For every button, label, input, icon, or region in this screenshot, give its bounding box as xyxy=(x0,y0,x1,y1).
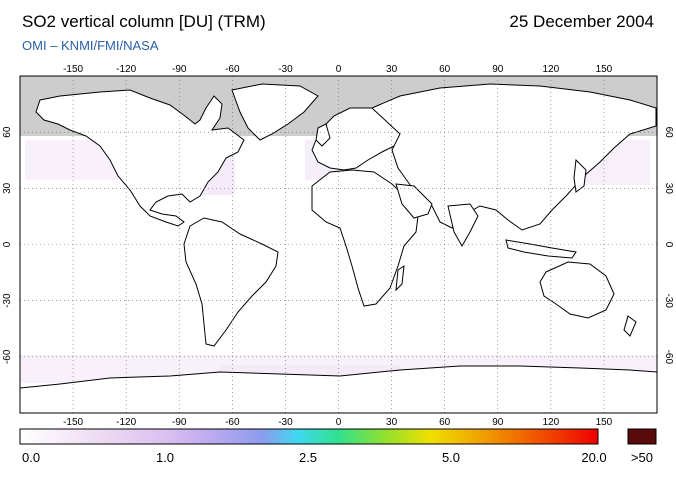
new-zealand xyxy=(623,315,637,337)
graticule xyxy=(20,76,657,413)
lon-tick-label-bottom: 90 xyxy=(492,417,504,428)
lat-tick-label-left: -60 xyxy=(2,349,13,364)
colorbar-overflow-swatch xyxy=(627,428,657,445)
lon-tick-label-bottom: -120 xyxy=(116,417,136,428)
lat-tick-label-right: 0 xyxy=(663,242,674,248)
lon-tick-label-top: -30 xyxy=(278,64,293,75)
lon-tick-label-bottom: 0 xyxy=(336,417,342,428)
latitude-labels-right: 60 30 0 -30 -60 xyxy=(663,127,674,365)
data-credit: OMI – KNMI/FMI/NASA xyxy=(22,38,159,53)
colorbar-label-1: 1.0 xyxy=(155,450,175,465)
south-america xyxy=(183,217,279,347)
lon-tick-label-top: 120 xyxy=(542,64,559,75)
lat-tick-label-left: -30 xyxy=(2,293,13,308)
lon-tick-label-bottom: 60 xyxy=(439,417,451,428)
lon-tick-label-top: 30 xyxy=(386,64,398,75)
lon-tick-label-top: -90 xyxy=(172,64,187,75)
colorbar-overflow-label: >50 xyxy=(630,450,654,465)
lat-tick-label-right: 60 xyxy=(663,127,674,139)
lon-tick-label-top: -150 xyxy=(63,64,83,75)
lon-tick-label-bottom: -30 xyxy=(278,417,293,428)
arabian-peninsula xyxy=(395,183,433,219)
lon-tick-label-bottom: 30 xyxy=(386,417,398,428)
lat-tick-label-left: 60 xyxy=(2,126,13,138)
longitude-labels-top: -150 -120 -90 -60 -30 0 30 60 90 120 150 xyxy=(63,64,613,75)
japan xyxy=(573,158,587,193)
map-date: 25 December 2004 xyxy=(509,12,654,31)
lon-tick-label-top: 90 xyxy=(492,64,504,75)
greenland xyxy=(231,83,319,141)
colorbar xyxy=(19,428,599,445)
lon-tick-label-top: 60 xyxy=(439,64,451,75)
latitude-labels-left: 60 30 0 -30 -60 xyxy=(2,126,13,364)
lon-tick-label-bottom: -150 xyxy=(63,417,83,428)
lon-tick-label-bottom: 150 xyxy=(596,417,613,428)
lat-tick-label-right: -30 xyxy=(663,293,674,308)
longitude-labels-bottom: -150 -120 -90 -60 -30 0 30 60 90 120 150 xyxy=(63,417,613,428)
lon-tick-label-bottom: -90 xyxy=(172,417,187,428)
lon-tick-label-top: -60 xyxy=(225,64,240,75)
map-title: SO2 vertical column [DU] (TRM) xyxy=(22,12,266,31)
north-america xyxy=(35,89,245,227)
lon-tick-label-top: -120 xyxy=(116,64,136,75)
colorbar-label-4: 20.0 xyxy=(581,450,607,465)
british-isles xyxy=(315,123,331,147)
lat-tick-label-left: 0 xyxy=(2,241,13,247)
lat-tick-label-left: 30 xyxy=(2,182,13,194)
madagascar xyxy=(395,264,405,292)
lon-tick-label-top: 0 xyxy=(336,64,342,75)
india xyxy=(447,203,479,248)
lat-tick-label-right: -60 xyxy=(663,350,674,365)
lon-tick-label-top: 150 xyxy=(596,64,613,75)
lat-tick-label-right: 30 xyxy=(663,183,674,195)
colorbar-label-2: 2.5 xyxy=(298,450,318,465)
lon-tick-label-bottom: 120 xyxy=(542,417,559,428)
lon-tick-label-bottom: -60 xyxy=(225,417,240,428)
antarctica xyxy=(20,365,657,413)
australia xyxy=(539,261,615,319)
indonesia xyxy=(505,239,577,259)
map-border xyxy=(19,75,658,414)
colorbar-label-3: 5.0 xyxy=(441,450,461,465)
colorbar-label-0: 0.0 xyxy=(22,450,41,465)
